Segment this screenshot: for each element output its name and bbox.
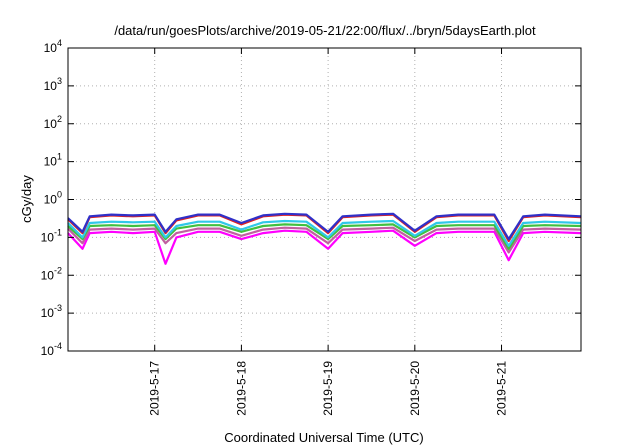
series-lines [67,212,582,265]
series-line [67,212,582,241]
y-tick-label: 101 [44,152,62,169]
y-tick-label: 102 [44,114,62,131]
x-axis: 2019-5-17 2019-5-18 2019-5-19 2019-5-20 2019… [148,48,509,416]
grid [68,48,581,351]
series-line [67,229,582,265]
series-line [67,226,582,254]
y-tick-label: 10-4 [41,341,62,358]
x-tick-label: 2019-5-17 [148,361,162,416]
y-tick-label: 10-1 [41,227,62,244]
y-axis: 10-4 10-3 10-2 10-1 100 101 102 103 104 [41,38,581,358]
x-tick-label: 2019-5-18 [234,361,248,416]
y-axis-label: cGy/day [19,175,34,223]
series-line [67,223,582,250]
x-tick-label: 2019-5-20 [408,361,422,416]
y-tick-label: 103 [44,76,62,93]
y-tick-label: 100 [44,190,62,207]
y-tick-label: 10-3 [41,303,62,320]
chart-title: /data/run/goesPlots/archive/2019-05-21/2… [114,23,536,38]
x-tick-label: 2019-5-21 [495,361,509,416]
y-tick-label: 104 [44,38,62,55]
series-line [67,219,582,247]
x-axis-label: Coordinated Universal Time (UTC) [224,430,423,445]
x-tick-label: 2019-5-19 [321,361,335,416]
y-tick-label: 10-2 [41,265,62,282]
